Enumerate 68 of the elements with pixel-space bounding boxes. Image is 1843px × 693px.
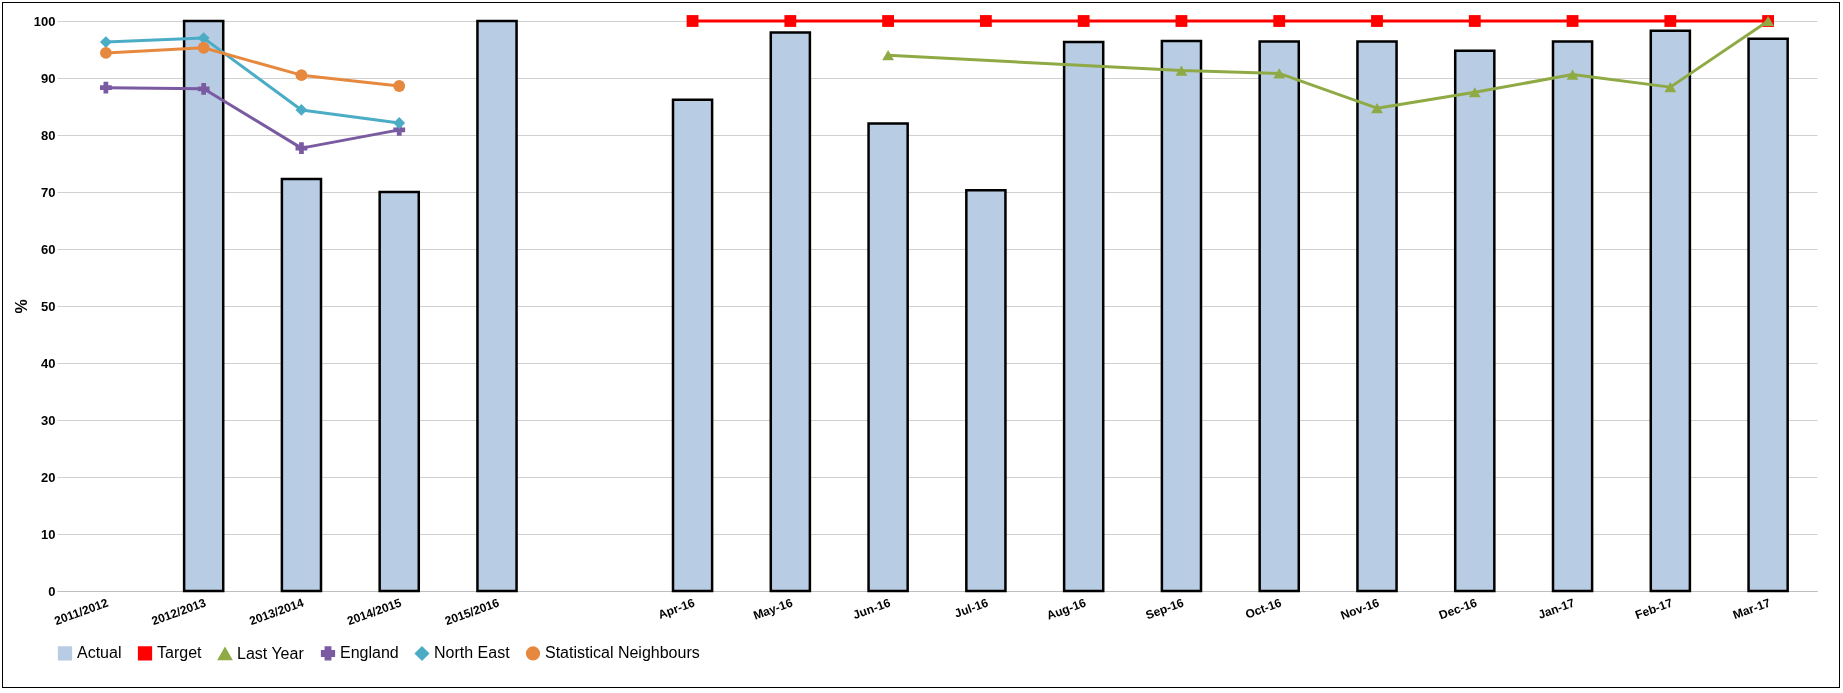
legend-label: Actual xyxy=(77,644,122,662)
point xyxy=(1664,15,1677,27)
y-tick-label: 10 xyxy=(41,526,56,542)
point xyxy=(99,36,112,49)
point xyxy=(197,82,210,95)
point xyxy=(99,47,112,59)
point xyxy=(1371,15,1383,27)
bar xyxy=(1747,37,1789,593)
point xyxy=(1468,87,1481,98)
bar xyxy=(378,190,421,593)
bar xyxy=(280,177,323,593)
y-tick-label: 0 xyxy=(48,583,56,599)
bar xyxy=(182,19,225,593)
x-tick-label: Oct-16 xyxy=(1243,595,1284,622)
y-tick-label: 90 xyxy=(41,70,56,86)
point xyxy=(882,50,895,61)
x-tick-label: Dec-16 xyxy=(1437,595,1480,623)
y-tick-label: 20 xyxy=(41,469,56,485)
legend-label: Statistical Neighbours xyxy=(545,644,700,662)
point xyxy=(1371,103,1383,114)
legend-label: North East xyxy=(434,644,511,662)
bar xyxy=(769,31,812,593)
point xyxy=(1077,15,1090,27)
point xyxy=(979,15,992,27)
bar xyxy=(1160,39,1203,593)
y-tick-label: 30 xyxy=(41,412,56,428)
point xyxy=(295,69,308,82)
point xyxy=(1468,15,1481,27)
x-tick-label: Jul-16 xyxy=(952,595,991,621)
bar xyxy=(965,189,1007,593)
point xyxy=(1566,69,1579,80)
y-tick-label: 40 xyxy=(41,355,56,371)
bar xyxy=(476,19,518,593)
bar xyxy=(671,98,714,593)
y-tick-label: 70 xyxy=(41,184,56,200)
point xyxy=(1273,15,1286,27)
point xyxy=(197,41,210,54)
x-tick-label: Sep-16 xyxy=(1143,595,1186,623)
legend-label: England xyxy=(340,644,399,662)
bar xyxy=(1062,40,1105,593)
bar xyxy=(1551,40,1594,593)
y-tick-label: 60 xyxy=(41,241,56,257)
legend-label: Last Year xyxy=(237,644,305,662)
point xyxy=(295,142,308,155)
point xyxy=(393,80,406,92)
point xyxy=(1175,65,1188,76)
point xyxy=(393,117,406,129)
x-tick-label: Apr-16 xyxy=(656,595,697,622)
y-tick-label: 80 xyxy=(41,127,56,143)
y-tick-label: 50 xyxy=(41,298,56,314)
point xyxy=(1664,82,1677,93)
y-tick-label: 100 xyxy=(33,13,56,29)
point xyxy=(686,15,699,27)
point xyxy=(1175,15,1188,27)
x-tick-label: Jun-16 xyxy=(851,595,893,623)
bar xyxy=(867,122,909,593)
y-axis-title: % xyxy=(12,299,30,314)
bar xyxy=(1453,49,1496,593)
bar xyxy=(1356,40,1398,593)
bar xyxy=(1649,29,1692,593)
bar xyxy=(1258,40,1301,593)
point xyxy=(784,15,797,27)
point xyxy=(99,81,112,94)
point xyxy=(882,15,895,27)
point xyxy=(1566,15,1579,27)
point xyxy=(295,104,308,116)
legend-label: Target xyxy=(157,644,203,662)
point xyxy=(1273,68,1286,79)
